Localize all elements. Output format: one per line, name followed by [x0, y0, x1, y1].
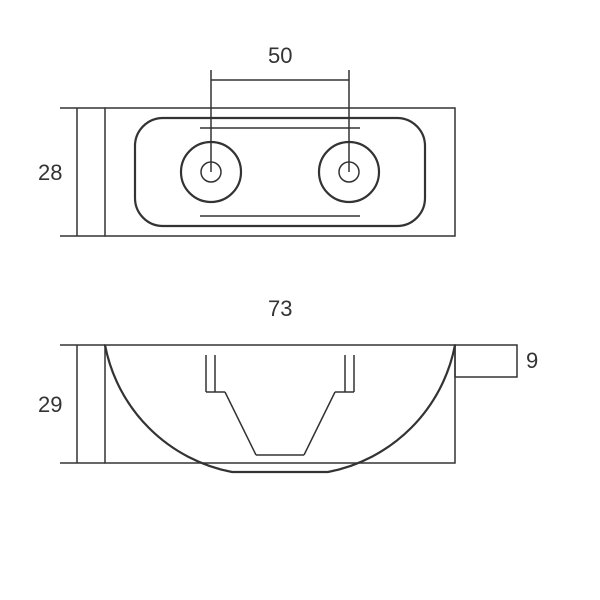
dimension-73: 73 — [105, 296, 455, 322]
side-view — [105, 345, 517, 472]
technical-drawing: 50 28 73 29 9 — [0, 0, 600, 600]
dimension-28: 28 — [38, 108, 105, 236]
top-view — [105, 108, 455, 236]
top-view-bbox — [105, 108, 455, 236]
dimension-73-label: 73 — [268, 296, 292, 321]
dimension-9: 9 — [526, 348, 538, 373]
side-view-lip — [455, 345, 517, 377]
top-view-plate — [135, 118, 425, 226]
dimension-28-label: 28 — [38, 160, 62, 185]
side-view-arc — [105, 345, 455, 472]
dimension-29-label: 29 — [38, 392, 62, 417]
dimension-9-label: 9 — [526, 348, 538, 373]
dimension-29: 29 — [38, 345, 105, 463]
side-view-inner — [206, 355, 354, 455]
dimension-50-label: 50 — [268, 43, 292, 68]
side-view-bbox — [105, 345, 455, 463]
